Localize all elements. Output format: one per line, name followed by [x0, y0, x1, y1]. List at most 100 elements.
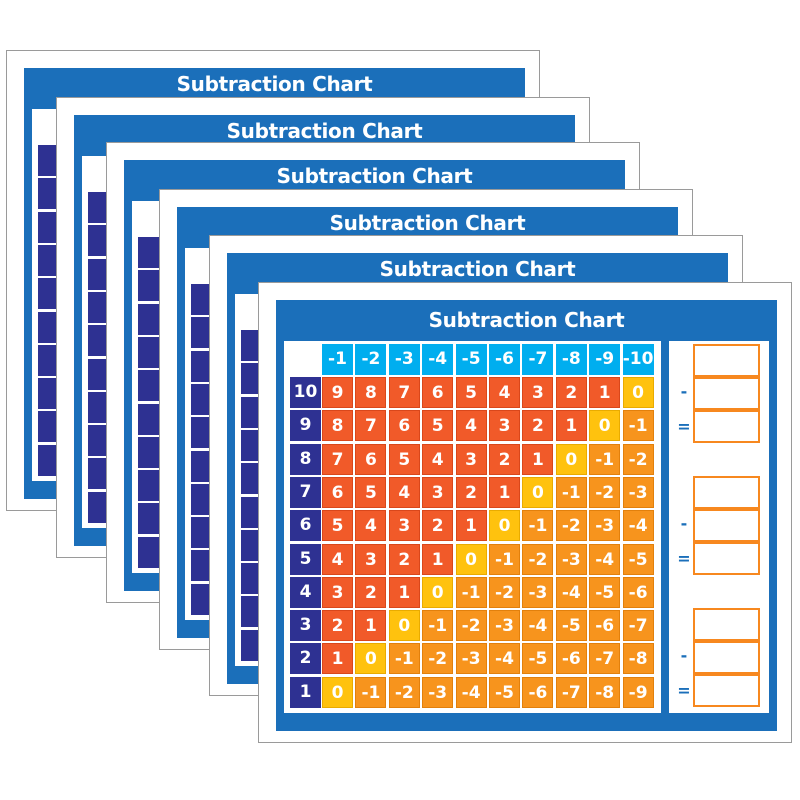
difference-cell: -2	[622, 443, 654, 475]
answer-box[interactable]	[693, 674, 760, 707]
chart-title: Subtraction Chart	[379, 257, 576, 281]
difference-cell: 9	[322, 377, 353, 408]
difference-cell: -4	[522, 610, 554, 642]
difference-cell: -4	[589, 543, 621, 575]
difference-cell: 1	[322, 643, 353, 675]
difference-cell: -5	[622, 543, 654, 575]
difference-cell: 2	[522, 410, 554, 442]
column-header-cell: -6	[489, 344, 520, 375]
difference-cell: -5	[522, 643, 554, 675]
difference-cell: -4	[555, 576, 587, 608]
difference-cell: 8	[355, 377, 387, 408]
equals-sign: =	[677, 417, 691, 436]
difference-cell: -1	[555, 476, 587, 508]
minus-sign: -	[680, 382, 688, 401]
chart-title: Subtraction Chart	[329, 211, 526, 235]
difference-cell: 4	[322, 543, 353, 575]
difference-cell: 0	[622, 377, 654, 408]
row-header-cell: 5	[290, 543, 321, 575]
chart-title: Subtraction Chart	[428, 308, 625, 332]
difference-cell: 5	[422, 410, 454, 442]
difference-cell: -9	[622, 676, 654, 708]
difference-cell: 7	[355, 410, 387, 442]
difference-cell: 2	[455, 476, 487, 508]
difference-cell: -6	[622, 576, 654, 608]
answer-box[interactable]	[693, 641, 760, 674]
difference-cell: 5	[455, 377, 487, 408]
difference-cell: 0	[589, 410, 621, 442]
row-header-cell: 1	[290, 676, 321, 708]
difference-cell: 1	[522, 443, 554, 475]
answer-box[interactable]	[693, 344, 760, 377]
column-header-cell: -9	[589, 344, 621, 375]
answer-box[interactable]	[693, 377, 760, 410]
column-header-cell: -8	[555, 344, 587, 375]
row-header-cell: 9	[290, 410, 321, 442]
difference-cell: 1	[388, 576, 420, 608]
difference-cell: -3	[455, 643, 487, 675]
difference-cell: -2	[489, 576, 520, 608]
row-header-cell: 2	[290, 643, 321, 675]
difference-cell: 5	[388, 443, 420, 475]
difference-cell: 0	[555, 443, 587, 475]
difference-cell: 4	[489, 377, 520, 408]
answer-box[interactable]	[693, 476, 760, 509]
difference-cell: -8	[622, 643, 654, 675]
difference-cell: 6	[388, 410, 420, 442]
difference-cell: -3	[589, 510, 621, 542]
column-header-cell: -1	[322, 344, 353, 375]
difference-cell: 7	[322, 443, 353, 475]
difference-cell: -4	[622, 510, 654, 542]
difference-cell: -1	[589, 443, 621, 475]
answer-box[interactable]	[693, 509, 760, 542]
difference-cell: 4	[388, 476, 420, 508]
difference-cell: 1	[355, 610, 387, 642]
difference-cell: -2	[422, 643, 454, 675]
difference-cell: 2	[322, 610, 353, 642]
difference-cell: -1	[422, 610, 454, 642]
row-header-cell: 7	[290, 476, 321, 508]
difference-cell: -5	[555, 610, 587, 642]
difference-cell: -1	[388, 643, 420, 675]
row-header-cell: 8	[290, 443, 321, 475]
answer-box[interactable]	[693, 608, 760, 641]
row-header-cell: 10	[290, 377, 321, 408]
difference-cell: 0	[489, 510, 520, 542]
subtraction-chart-card: Subtraction Chart -1 -2 -3 -4 -5 -6 -7 -8 -9 -10 10…	[258, 282, 792, 743]
difference-cell: -7	[589, 643, 621, 675]
difference-cell: -6	[522, 676, 554, 708]
equation-panel: - = - = - =	[669, 341, 769, 713]
row-header-cell: 6	[290, 510, 321, 542]
column-header-cell: -3	[388, 344, 420, 375]
difference-cell: -4	[489, 643, 520, 675]
chart-blue-frame: Subtraction Chart -1 -2 -3 -4 -5 -6 -7 -8 -9 -10 10…	[276, 300, 777, 731]
difference-cell: -8	[589, 676, 621, 708]
minus-sign: -	[680, 514, 688, 533]
answer-box[interactable]	[693, 410, 760, 443]
difference-cell: -3	[555, 543, 587, 575]
difference-cell: 6	[422, 377, 454, 408]
difference-cell: 0	[322, 676, 353, 708]
difference-cell: 3	[422, 476, 454, 508]
difference-cell: 2	[422, 510, 454, 542]
difference-cell: -5	[489, 676, 520, 708]
difference-cell: 1	[422, 543, 454, 575]
answer-box[interactable]	[693, 542, 760, 575]
difference-cell: 5	[355, 476, 387, 508]
difference-cell: 2	[355, 576, 387, 608]
difference-cell: 8	[322, 410, 353, 442]
difference-cell: 4	[422, 443, 454, 475]
grid-panel: -1 -2 -3 -4 -5 -6 -7 -8 -9 -10 10 9 8 7 6 5 4 3 2 1 0 9 8 7 6 5 4 3…	[284, 341, 661, 713]
difference-cell: 1	[555, 410, 587, 442]
difference-cell: 3	[489, 410, 520, 442]
difference-cell: -6	[589, 610, 621, 642]
difference-cell: 0	[422, 576, 454, 608]
difference-cell: 3	[322, 576, 353, 608]
difference-cell: -7	[622, 610, 654, 642]
difference-cell: 3	[455, 443, 487, 475]
difference-cell: 4	[455, 410, 487, 442]
chart-title: Subtraction Chart	[176, 72, 373, 96]
row-header-cell: 4	[290, 576, 321, 608]
difference-cell: -2	[455, 610, 487, 642]
minus-sign: -	[680, 646, 688, 665]
